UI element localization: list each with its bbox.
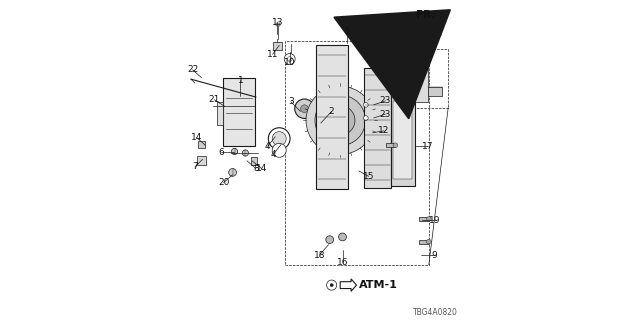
Circle shape (295, 99, 314, 118)
Circle shape (284, 53, 295, 64)
Text: 4: 4 (265, 142, 270, 151)
Text: 19: 19 (429, 216, 440, 225)
Circle shape (339, 233, 346, 241)
Text: 1: 1 (237, 76, 243, 85)
Circle shape (326, 280, 337, 290)
Bar (397, 49, 448, 108)
Text: 4: 4 (271, 150, 276, 159)
Text: 14: 14 (256, 164, 268, 173)
FancyBboxPatch shape (198, 140, 205, 148)
Circle shape (232, 148, 237, 155)
Text: 23: 23 (380, 96, 391, 106)
Circle shape (364, 116, 368, 120)
Text: 5: 5 (344, 27, 350, 36)
Polygon shape (411, 35, 435, 46)
Circle shape (228, 169, 236, 176)
Text: 6: 6 (218, 148, 224, 157)
Circle shape (272, 143, 286, 157)
Bar (316, 45, 348, 189)
Circle shape (301, 105, 308, 113)
Circle shape (318, 119, 326, 127)
Text: 16: 16 (337, 259, 348, 268)
Text: ATM-4: ATM-4 (403, 29, 442, 39)
Circle shape (330, 284, 333, 287)
Text: FR.: FR. (416, 10, 435, 20)
Text: 13: 13 (271, 18, 283, 27)
Circle shape (325, 106, 355, 135)
Text: 14: 14 (191, 133, 202, 142)
Bar (364, 68, 392, 188)
Circle shape (268, 128, 290, 149)
Text: 15: 15 (363, 172, 374, 181)
Circle shape (364, 102, 368, 107)
Circle shape (272, 132, 286, 146)
FancyBboxPatch shape (419, 240, 429, 244)
Circle shape (426, 239, 431, 244)
FancyBboxPatch shape (251, 157, 257, 165)
Text: 2: 2 (329, 107, 335, 116)
Circle shape (314, 115, 330, 132)
FancyBboxPatch shape (223, 78, 255, 147)
Text: 12: 12 (378, 126, 390, 135)
Text: 23: 23 (380, 110, 391, 119)
Circle shape (393, 143, 397, 148)
Bar (218, 102, 223, 125)
Bar (276, 23, 280, 26)
Text: 17: 17 (422, 142, 434, 151)
Circle shape (326, 236, 333, 244)
Text: 21: 21 (209, 95, 220, 104)
Bar (393, 101, 412, 179)
Circle shape (315, 95, 365, 146)
FancyBboxPatch shape (197, 156, 206, 165)
Text: 11: 11 (267, 50, 278, 59)
Text: 8: 8 (253, 164, 259, 173)
Text: 10: 10 (284, 58, 296, 67)
FancyBboxPatch shape (273, 42, 282, 51)
FancyBboxPatch shape (401, 65, 428, 102)
FancyBboxPatch shape (419, 217, 429, 221)
Circle shape (426, 217, 431, 221)
Text: 20: 20 (218, 178, 229, 187)
FancyBboxPatch shape (428, 87, 442, 96)
Text: 3: 3 (288, 97, 294, 106)
Bar (390, 93, 415, 187)
Text: TBG4A0820: TBG4A0820 (413, 308, 458, 317)
Text: 22: 22 (187, 65, 198, 74)
Circle shape (243, 150, 248, 156)
Bar (285, 42, 429, 265)
Text: 7: 7 (192, 163, 198, 172)
Polygon shape (340, 279, 356, 291)
Text: 18: 18 (314, 251, 325, 260)
FancyBboxPatch shape (386, 143, 396, 147)
Text: 9: 9 (432, 251, 438, 260)
Text: ATM-1: ATM-1 (358, 280, 397, 290)
Circle shape (306, 86, 374, 155)
